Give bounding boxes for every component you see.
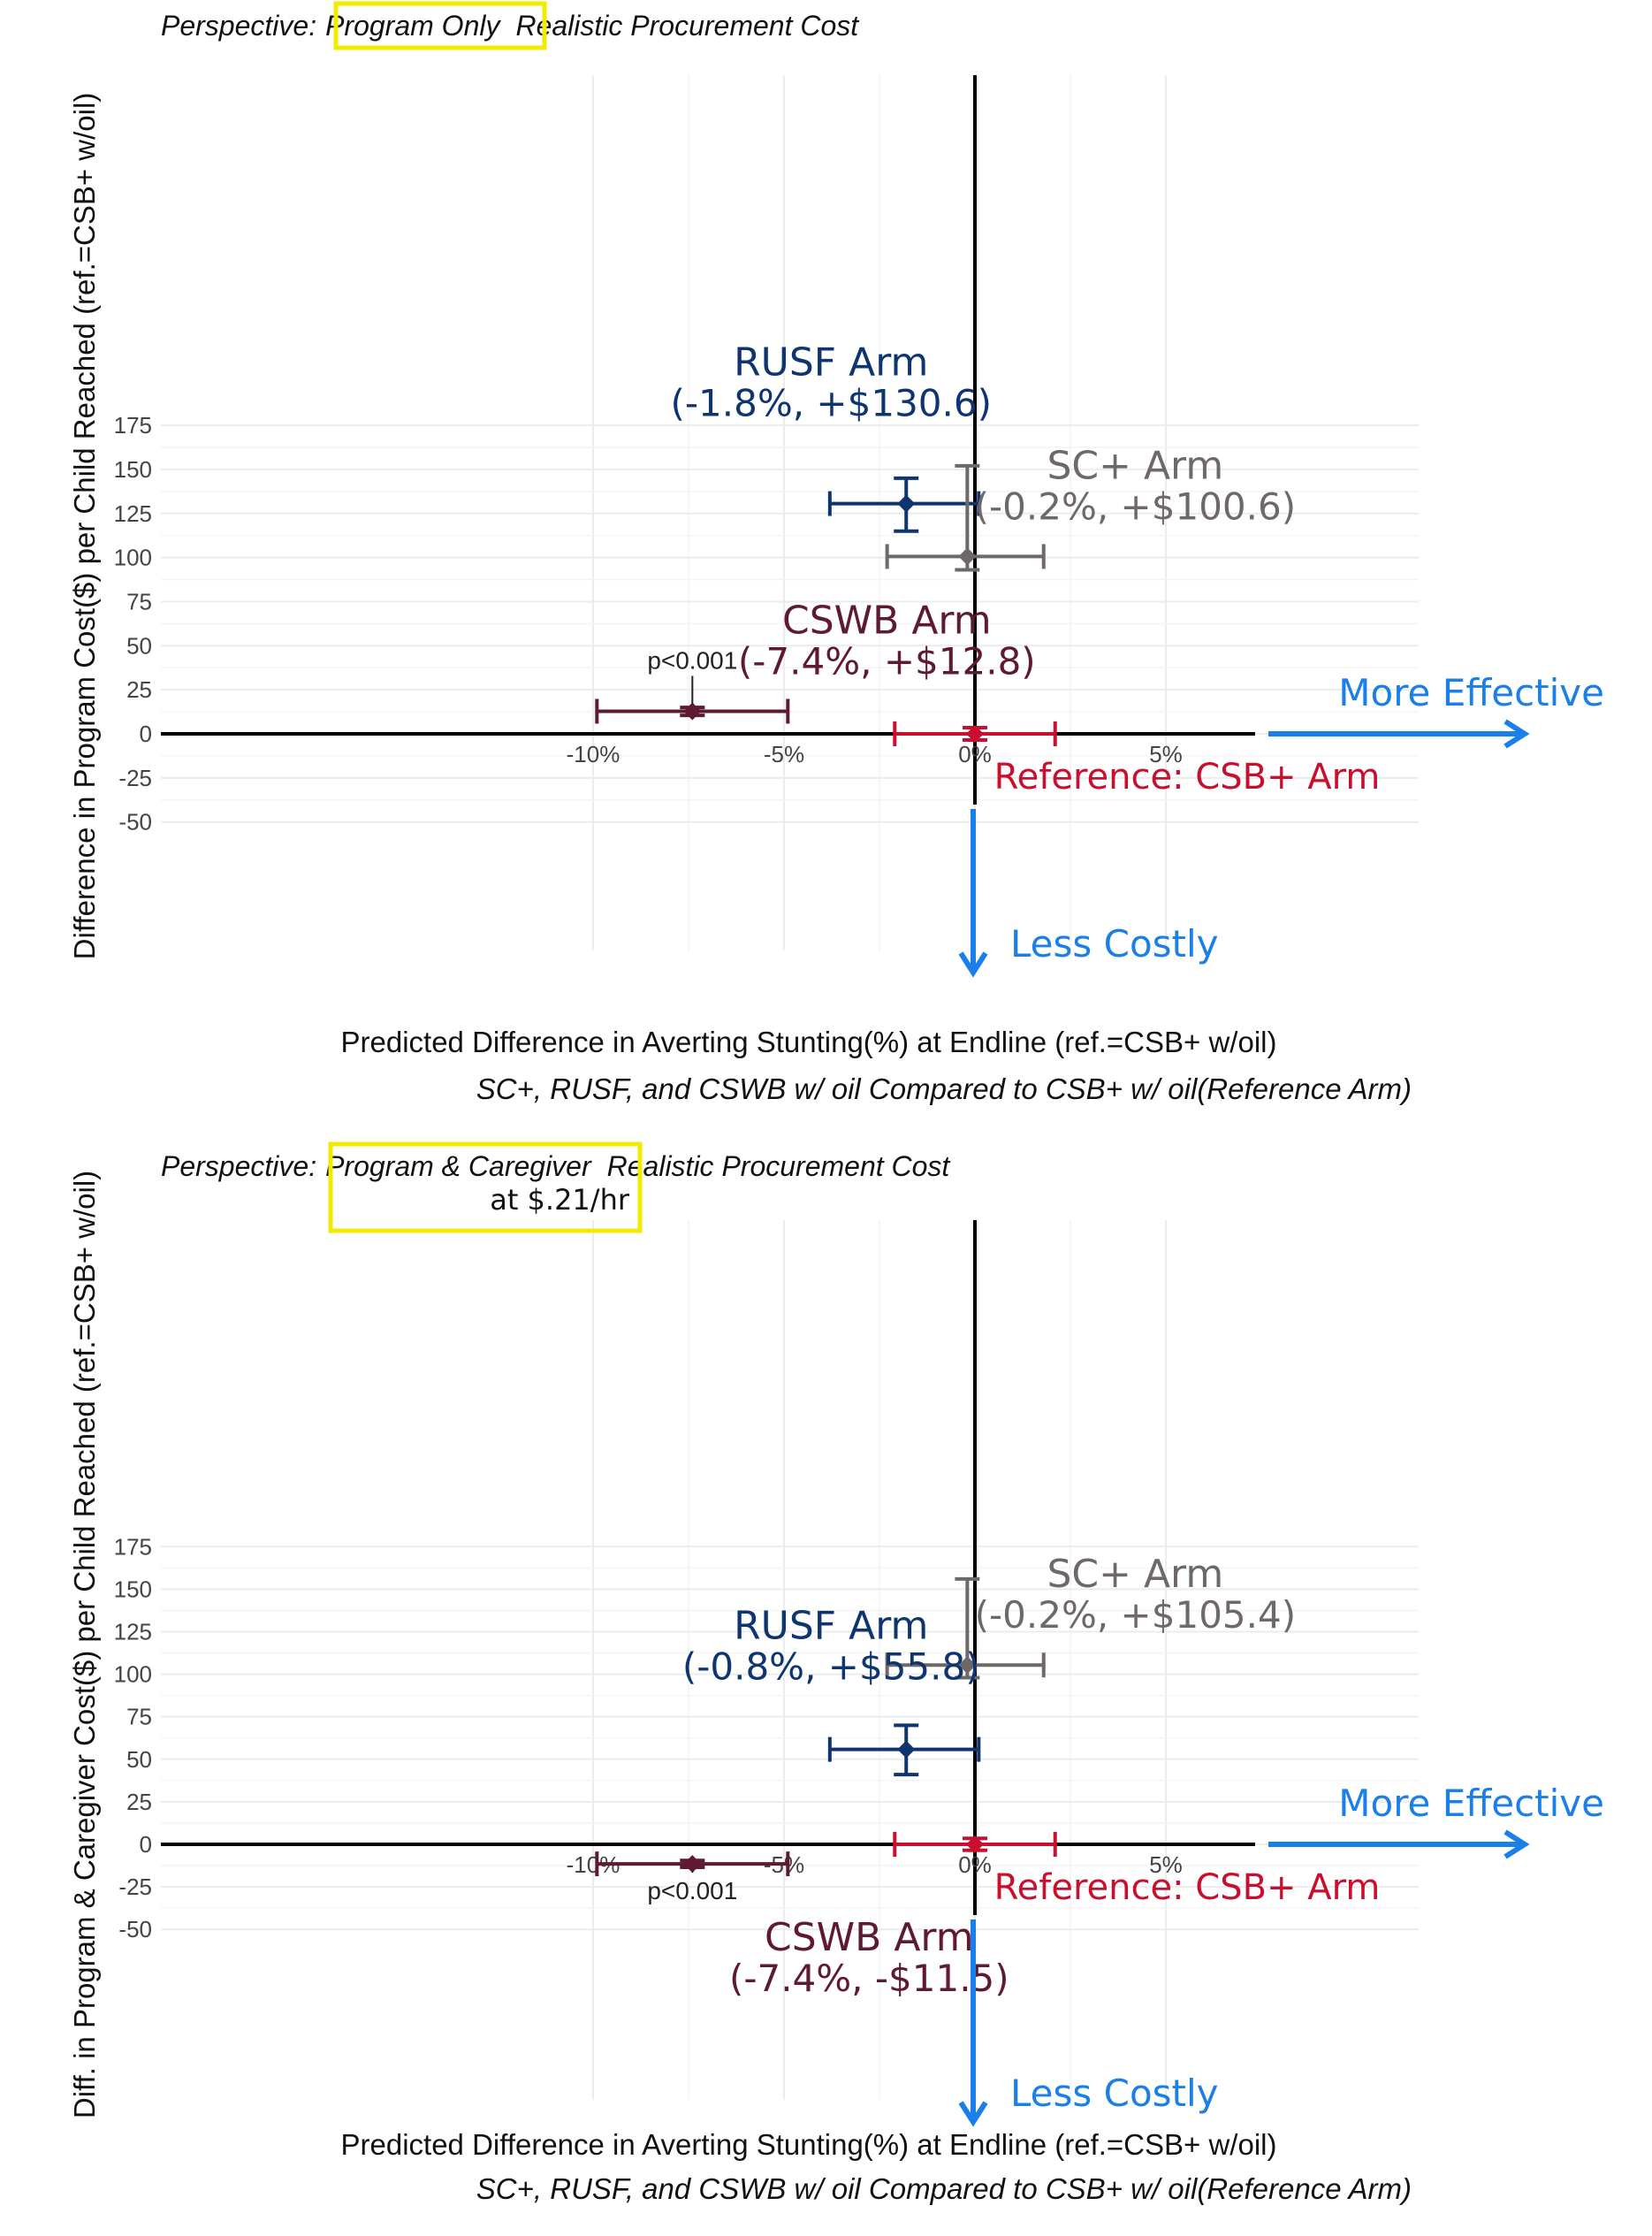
x-tick-label: 5% bbox=[1149, 741, 1183, 767]
x-tick-label: -5% bbox=[764, 741, 804, 767]
y-tick-label: 0 bbox=[140, 721, 152, 747]
series-reference-csb-arm: Reference: CSB+ Arm bbox=[893, 721, 1381, 797]
x-tick-label: 5% bbox=[1149, 1851, 1183, 1878]
y-tick-label: 25 bbox=[126, 676, 152, 703]
arrow-head bbox=[1504, 1829, 1530, 1859]
perspective-highlight: Program & Caregiver bbox=[325, 1150, 592, 1182]
y-tick-label: 75 bbox=[126, 1704, 152, 1730]
series-label: SC+ Arm bbox=[1047, 443, 1223, 488]
x-axis-title: Predicted Difference in Averting Stuntin… bbox=[341, 2128, 1277, 2161]
more-effective-label: More Effective bbox=[1338, 671, 1604, 714]
y-tick-label: -50 bbox=[118, 809, 152, 836]
x-axis-title: Predicted Difference in Averting Stuntin… bbox=[341, 1026, 1277, 1058]
perspective-prefix: Perspective: bbox=[161, 10, 316, 42]
more-effective-label: More Effective bbox=[1338, 1782, 1604, 1825]
series-label: CSWB Arm bbox=[765, 1915, 974, 1960]
series-sc-arm: SC+ Arm(-0.2%, +$100.6) bbox=[885, 443, 1296, 572]
y-tick-label: -50 bbox=[118, 1916, 152, 1942]
y-tick-label: 150 bbox=[114, 1576, 152, 1602]
chart-panel-1: -10% -5% 0% 5% -50 -25 0 25 50 75 100 125 150 175 RUSF… bbox=[68, 1, 1604, 1105]
y-tick-label: 50 bbox=[126, 1746, 152, 1773]
perspective-suffix: Realistic Procurement Cost bbox=[515, 10, 859, 42]
perspective-note: at $.21/hr bbox=[490, 1183, 630, 1217]
y-tick-label: -25 bbox=[118, 1874, 152, 1900]
data-point bbox=[897, 1740, 916, 1759]
arrow-head bbox=[1504, 719, 1530, 749]
series-label: CSWB Arm bbox=[782, 598, 992, 643]
data-point bbox=[897, 494, 916, 513]
series-rusf-arm: RUSF Arm(-1.8%, +$130.6) bbox=[670, 340, 992, 533]
less-costly-label: Less Costly bbox=[1010, 2072, 1219, 2115]
y-tick-label: 100 bbox=[114, 1661, 152, 1688]
y-tick-label: 100 bbox=[114, 545, 152, 571]
x-tick-label: 0% bbox=[958, 741, 992, 767]
chart-panel-2: -10% -5% 0% 5%-50-250255075100125150175SC+ … bbox=[68, 1141, 1604, 2205]
y-tick-label: 125 bbox=[114, 1619, 152, 1645]
y-tick-label: 50 bbox=[126, 632, 152, 659]
perspective-text: Perspective: Program & Caregiver Realistic… bbox=[161, 1150, 950, 1182]
series-label: RUSF Arm bbox=[734, 340, 928, 385]
y-axis-title: Diff. in Program & Caregiver Cost($) per… bbox=[68, 1171, 101, 2118]
less-costly-label: Less Costly bbox=[1010, 922, 1219, 965]
data-point bbox=[958, 547, 977, 566]
series-value-label: (-0.2%, +$100.6) bbox=[975, 485, 1296, 528]
perspective-suffix: Realistic Procurement Cost bbox=[607, 1150, 951, 1182]
y-tick-label: 75 bbox=[126, 588, 152, 614]
y-axis-title: Difference in Program Cost($) per Child … bbox=[68, 93, 101, 960]
series-label: SC+ Arm bbox=[1047, 1552, 1223, 1597]
data-point bbox=[958, 1656, 977, 1675]
x-tick-label: 0% bbox=[958, 1851, 992, 1878]
data-point bbox=[683, 1855, 702, 1874]
series-value-label: (-7.4%, -$11.5) bbox=[729, 1957, 1009, 2000]
perspective-line: Perspective: Program Only Realistic Procur… bbox=[161, 1, 859, 50]
series-label: RUSF Arm bbox=[734, 1604, 928, 1649]
perspective-line: Perspective: Program & Caregiver Realistic… bbox=[161, 1141, 950, 1233]
series-sc-arm: SC+ Arm(-0.2%, +$105.4) bbox=[885, 1552, 1296, 1680]
gridlines bbox=[161, 1220, 1419, 2100]
perspective-text: Perspective: Program Only Realistic Procur… bbox=[161, 10, 859, 42]
chart-subtitle: SC+, RUSF, and CSWB w/ oil Compared to C… bbox=[476, 2172, 1412, 2205]
data-point bbox=[683, 702, 702, 721]
significance-label: p<0.001 bbox=[647, 1877, 737, 1904]
chart-subtitle: SC+, RUSF, and CSWB w/ oil Compared to C… bbox=[476, 1072, 1412, 1105]
significance-label: p<0.001 bbox=[647, 646, 737, 674]
series-label: Reference: CSB+ Arm bbox=[994, 1867, 1381, 1908]
data-point bbox=[966, 725, 984, 743]
y-tick-label: 150 bbox=[114, 456, 152, 483]
arrow-head bbox=[958, 951, 988, 978]
series-label: Reference: CSB+ Arm bbox=[994, 757, 1381, 797]
y-tick-label: 0 bbox=[140, 1831, 152, 1858]
series-value-label: (-1.8%, +$130.6) bbox=[670, 382, 991, 425]
highlight-box bbox=[328, 1141, 643, 1233]
perspective-prefix: Perspective: bbox=[161, 1150, 316, 1182]
x-tick-label: -10% bbox=[567, 741, 620, 767]
series-reference-csb-arm: Reference: CSB+ Arm bbox=[893, 1832, 1381, 1908]
y-tick-label: 175 bbox=[114, 412, 152, 439]
series-value-label: (-7.4%, +$12.8) bbox=[738, 639, 1036, 683]
perspective-highlight: Program Only bbox=[325, 10, 501, 42]
arrow-head bbox=[958, 2101, 988, 2127]
y-tick-label: -25 bbox=[118, 765, 152, 791]
y-tick-label: 125 bbox=[114, 500, 152, 527]
series-cswb-arm: CSWB Arm(-7.4%, -$11.5) p<0.001 bbox=[595, 1851, 1009, 2000]
series-value-label: (-0.2%, +$105.4) bbox=[975, 1593, 1296, 1637]
highlight-box bbox=[333, 1, 547, 50]
data-point bbox=[966, 1835, 984, 1853]
series-value-label: (-0.8%, +$55.8) bbox=[682, 1645, 980, 1689]
series-rusf-arm: RUSF Arm(-0.8%, +$55.8) bbox=[682, 1604, 981, 1777]
y-tick-label: 175 bbox=[114, 1533, 152, 1560]
series-cswb-arm: CSWB Arm(-7.4%, +$12.8)p<0.001 bbox=[595, 598, 1036, 724]
y-tick-label: 25 bbox=[126, 1789, 152, 1815]
